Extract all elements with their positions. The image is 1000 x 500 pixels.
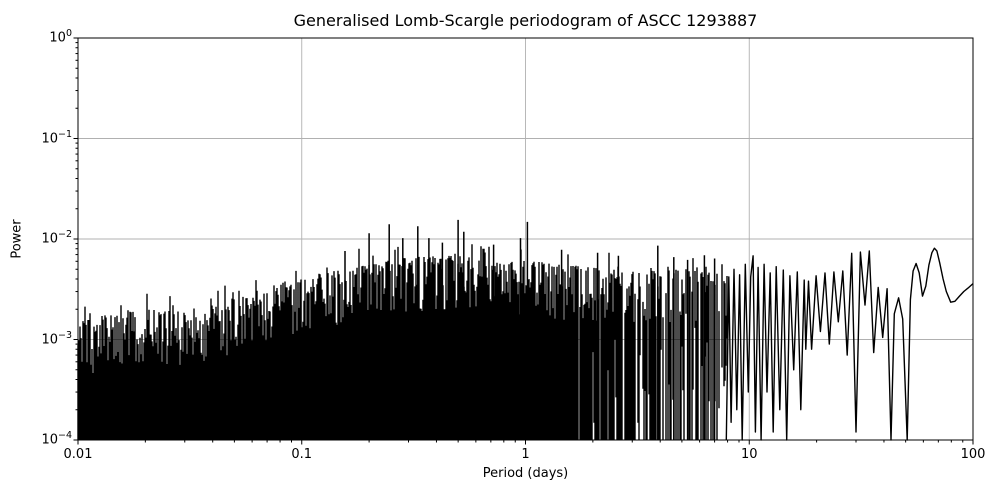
- y-tick-label-10^−3: 10−3: [41, 329, 72, 347]
- chart-title: Generalised Lomb-Scargle periodogram of …: [293, 11, 758, 30]
- plot-border: [77, 37, 974, 441]
- periodogram-resolved-tail: [725, 247, 974, 441]
- periodogram-peak-spikes: [344, 219, 716, 440]
- x-axis-label: Period (days): [482, 466, 569, 481]
- x-tick-label-100: 100: [960, 447, 986, 462]
- y-tick-label-10^−4: 10−4: [41, 430, 72, 448]
- y-tick-label-10^−1: 10−1: [41, 128, 72, 146]
- x-tick-label-0.1: 0.1: [291, 447, 313, 462]
- y-axis-label: Power: [9, 219, 25, 259]
- x-tick-label-10: 10: [740, 447, 758, 462]
- y-tick-label-10^−2: 10−2: [41, 229, 72, 247]
- x-tick-label-1: 1: [521, 447, 530, 462]
- x-tick-label-0.01: 0.01: [63, 447, 93, 462]
- y-tick-label-10^0: 100: [49, 28, 72, 46]
